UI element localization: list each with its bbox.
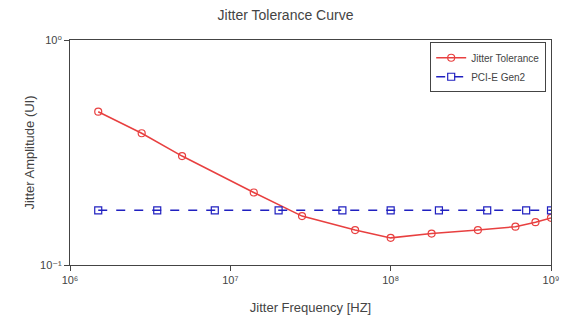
- svg-text:10⁹: 10⁹: [543, 274, 560, 286]
- svg-text:10⁻¹: 10⁻¹: [40, 259, 62, 271]
- svg-text:10⁰: 10⁰: [45, 34, 62, 46]
- svg-text:10⁶: 10⁶: [62, 274, 79, 286]
- svg-text:10⁷: 10⁷: [222, 274, 238, 286]
- svg-text:Jitter Amplitude (UI): Jitter Amplitude (UI): [22, 95, 37, 209]
- svg-text:Jitter Frequency [HZ]: Jitter Frequency [HZ]: [250, 300, 371, 315]
- svg-text:PCI-E Gen2: PCI-E Gen2: [471, 72, 525, 83]
- svg-text:10⁸: 10⁸: [382, 274, 399, 286]
- svg-text:Jitter Tolerance: Jitter Tolerance: [471, 53, 539, 64]
- svg-text:Jitter Tolerance Curve: Jitter Tolerance Curve: [218, 7, 354, 23]
